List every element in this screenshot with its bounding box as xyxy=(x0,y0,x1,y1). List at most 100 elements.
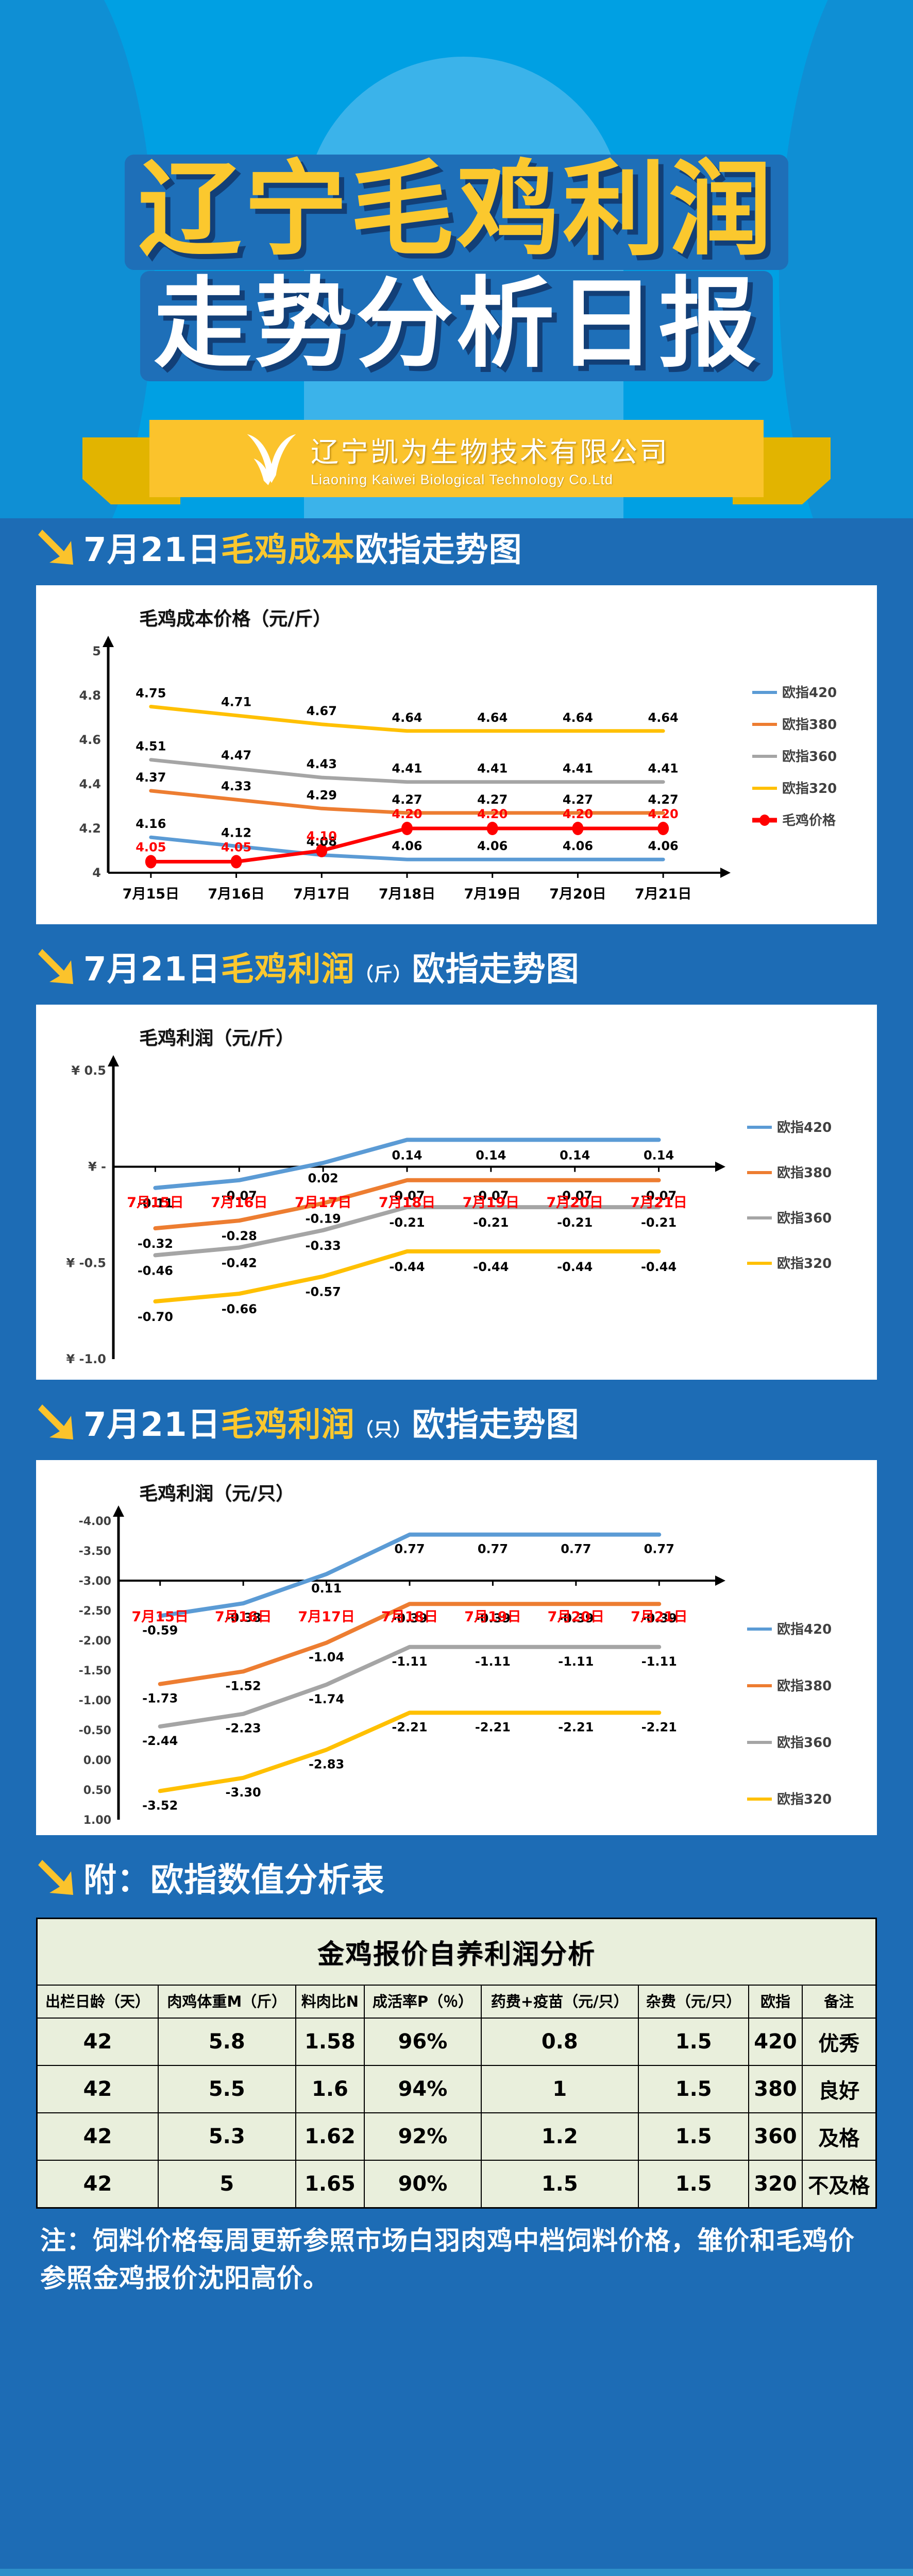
chart-title-cost: 毛鸡成本价格（元/斤） xyxy=(139,608,332,630)
table-col-header-6: 欧指 xyxy=(748,1984,803,2019)
series-line-欧指320 xyxy=(149,705,665,733)
legend-label-欧指320: 欧指320 xyxy=(777,1256,832,1272)
table-caption-row: 金鸡报价自养利润分析 xyxy=(36,1918,877,1986)
table-col-header-0: 出栏日龄（天） xyxy=(36,1984,159,2019)
data-label: -1.04 xyxy=(309,1650,344,1665)
x-axis-arrowhead xyxy=(715,1161,725,1172)
table-col-header-1: 肉鸡体重M（斤） xyxy=(157,1984,296,2019)
x-axis-category-label: 7月18日 xyxy=(379,1195,435,1211)
y-tick-label: 0.00 xyxy=(83,1754,111,1767)
x-axis-arrowhead xyxy=(720,868,731,878)
data-label: 0.14 xyxy=(476,1148,506,1162)
data-label: 4.27 xyxy=(563,792,593,807)
header-right-curve-decoration xyxy=(779,0,913,518)
chart-profit-zhi: -4.00 -3.50 -3.00 -2.50 -2.00 -1.50 -1.00 -0.50… xyxy=(36,1505,877,1835)
data-label: 4.41 xyxy=(648,761,679,776)
data-label: -0.42 xyxy=(222,1256,257,1270)
table-cell-r2-c1: 5.3 xyxy=(157,2112,296,2161)
y-tick-label: ¥ - xyxy=(88,1160,106,1174)
data-label: 4.41 xyxy=(563,761,593,776)
data-label: -0.70 xyxy=(138,1310,173,1324)
x-axis-category-label: 7月20日 xyxy=(549,886,606,902)
chart-panel-cost: 毛鸡成本价格（元/斤） 4 4.2 4.4 4.6 4.8 5 4.16 4.12 4.08 4.… xyxy=(36,585,877,924)
legend-label-欧指360: 欧指360 xyxy=(777,1210,832,1226)
y-tick-label: -3.50 xyxy=(79,1545,111,1558)
data-label: 4.64 xyxy=(563,710,593,725)
data-label: -0.44 xyxy=(389,1260,425,1274)
data-label: -0.11 xyxy=(138,1196,173,1211)
data-label: 4.29 xyxy=(307,788,337,802)
x-axis-category-label: 7月19日 xyxy=(463,1195,519,1211)
data-label: -0.32 xyxy=(138,1236,173,1251)
data-label: 0.02 xyxy=(308,1171,339,1185)
table-caption: 金鸡报价自养利润分析 xyxy=(36,1918,877,1986)
legend-label-欧指360: 欧指360 xyxy=(782,749,837,765)
x-axis-category-label: 7月21日 xyxy=(635,886,691,902)
table-cell-r0-c1: 5.8 xyxy=(157,2018,296,2066)
data-label: -3.52 xyxy=(142,1798,178,1812)
x-axis-arrowhead xyxy=(715,1575,725,1586)
data-label: -1.11 xyxy=(475,1654,511,1669)
y-axis-arrowhead xyxy=(108,1055,119,1066)
x-axis-category-label: 7月18日 xyxy=(379,886,435,902)
data-label: 4.10 xyxy=(307,829,337,843)
data-label: -0.21 xyxy=(389,1215,425,1230)
table-cell-r0-c5: 1.5 xyxy=(637,2018,750,2066)
data-label: 4.47 xyxy=(221,748,251,762)
data-label: 4.27 xyxy=(477,792,508,807)
data-label: -0.39 xyxy=(392,1611,427,1625)
data-label: 4.20 xyxy=(648,807,679,821)
data-label: -0.39 xyxy=(475,1611,511,1625)
y-tick-label: -1.00 xyxy=(79,1694,111,1707)
table-cell-r0-c6: 420 xyxy=(748,2018,803,2066)
data-label: -0.66 xyxy=(222,1302,257,1316)
data-label: 0.77 xyxy=(644,1542,674,1556)
data-point-marker xyxy=(145,855,157,869)
section-title-unit: （斤） xyxy=(354,964,412,985)
x-axis-category-label: 7月21日 xyxy=(631,1609,687,1625)
table-cell-r0-c3: 96% xyxy=(364,2018,482,2066)
data-label: -0.44 xyxy=(473,1260,509,1274)
table-cell-r2-c6: 360 xyxy=(748,2112,803,2161)
data-label: 4.75 xyxy=(136,686,166,701)
data-label: 0.14 xyxy=(392,1148,422,1162)
series-line-欧指380 xyxy=(158,1602,662,1686)
series-line-欧指420 xyxy=(153,1138,661,1190)
data-label: -2.21 xyxy=(392,1720,427,1734)
y-tick-label: -4.00 xyxy=(79,1515,111,1528)
table-cell-r1-c3: 94% xyxy=(364,2065,482,2114)
series-line-欧指420 xyxy=(149,835,665,861)
data-label: 4.27 xyxy=(648,792,679,807)
x-axis-category-label: 7月15日 xyxy=(123,886,179,902)
company-name-en: Liaoning Kaiwei Biological Technology Co… xyxy=(311,472,613,487)
table-cell-r1-c4: 1 xyxy=(480,2065,639,2114)
legend-label-毛鸡价格: 毛鸡价格 xyxy=(782,812,836,828)
table-col-header-3: 成活率P（％） xyxy=(364,1984,482,2019)
data-label: -3.30 xyxy=(226,1785,261,1800)
y-tick-label: -2.00 xyxy=(79,1635,111,1648)
poster-title-line1: 辽宁毛鸡利润 xyxy=(124,155,788,270)
chart-profit-zhi-svg: -4.00 -3.50 -3.00 -2.50 -2.00 -1.50 -1.00 -0.50… xyxy=(79,1505,832,1827)
table-cell-r2-c0: 42 xyxy=(36,2112,159,2161)
table-cell-r3-c3: 90% xyxy=(364,2160,482,2209)
data-label: -2.83 xyxy=(309,1757,344,1771)
table-row: 42 5 1.65 90% 1.5 1.5 320 不及格 xyxy=(36,2160,877,2209)
legend-label-欧指380: 欧指380 xyxy=(777,1678,832,1694)
data-point-marker xyxy=(316,844,328,857)
table-cell-r2-c2: 1.62 xyxy=(295,2112,365,2161)
data-label: 4.08 xyxy=(307,835,337,849)
table-cell-r1-c7: 良好 xyxy=(801,2065,877,2114)
data-label: 4.64 xyxy=(477,710,508,725)
series-line-欧指380 xyxy=(149,789,665,815)
y-tick-label: 4.8 xyxy=(79,688,101,703)
data-label: -0.21 xyxy=(557,1215,593,1230)
data-label: 0.14 xyxy=(560,1148,590,1162)
chart-cost: 4 4.2 4.4 4.6 4.8 5 4.16 4.12 4.08 4.06 4.06 4.06 4.… xyxy=(36,631,877,924)
section-title-highlight: 毛鸡利润 xyxy=(221,1406,355,1444)
ouzhi-analysis-table: 金鸡报价自养利润分析 出栏日龄（天） 肉鸡体重M（斤） 料肉比N 成活率P（％） 药费+… xyxy=(36,1918,877,2209)
table-note: 注：饲料价格每周更新参照市场白羽肉鸡中档饲料价格，雏价和毛鸡价参照金鸡报价沈阳高… xyxy=(40,2226,855,2293)
x-axis-category-label: 7月20日 xyxy=(548,1609,604,1625)
data-label: 4.37 xyxy=(136,770,166,785)
section-title-suffix: 欧指走势图 xyxy=(354,531,522,569)
section-header-cost: 7月21日毛鸡成本欧指走势图 xyxy=(0,518,913,576)
